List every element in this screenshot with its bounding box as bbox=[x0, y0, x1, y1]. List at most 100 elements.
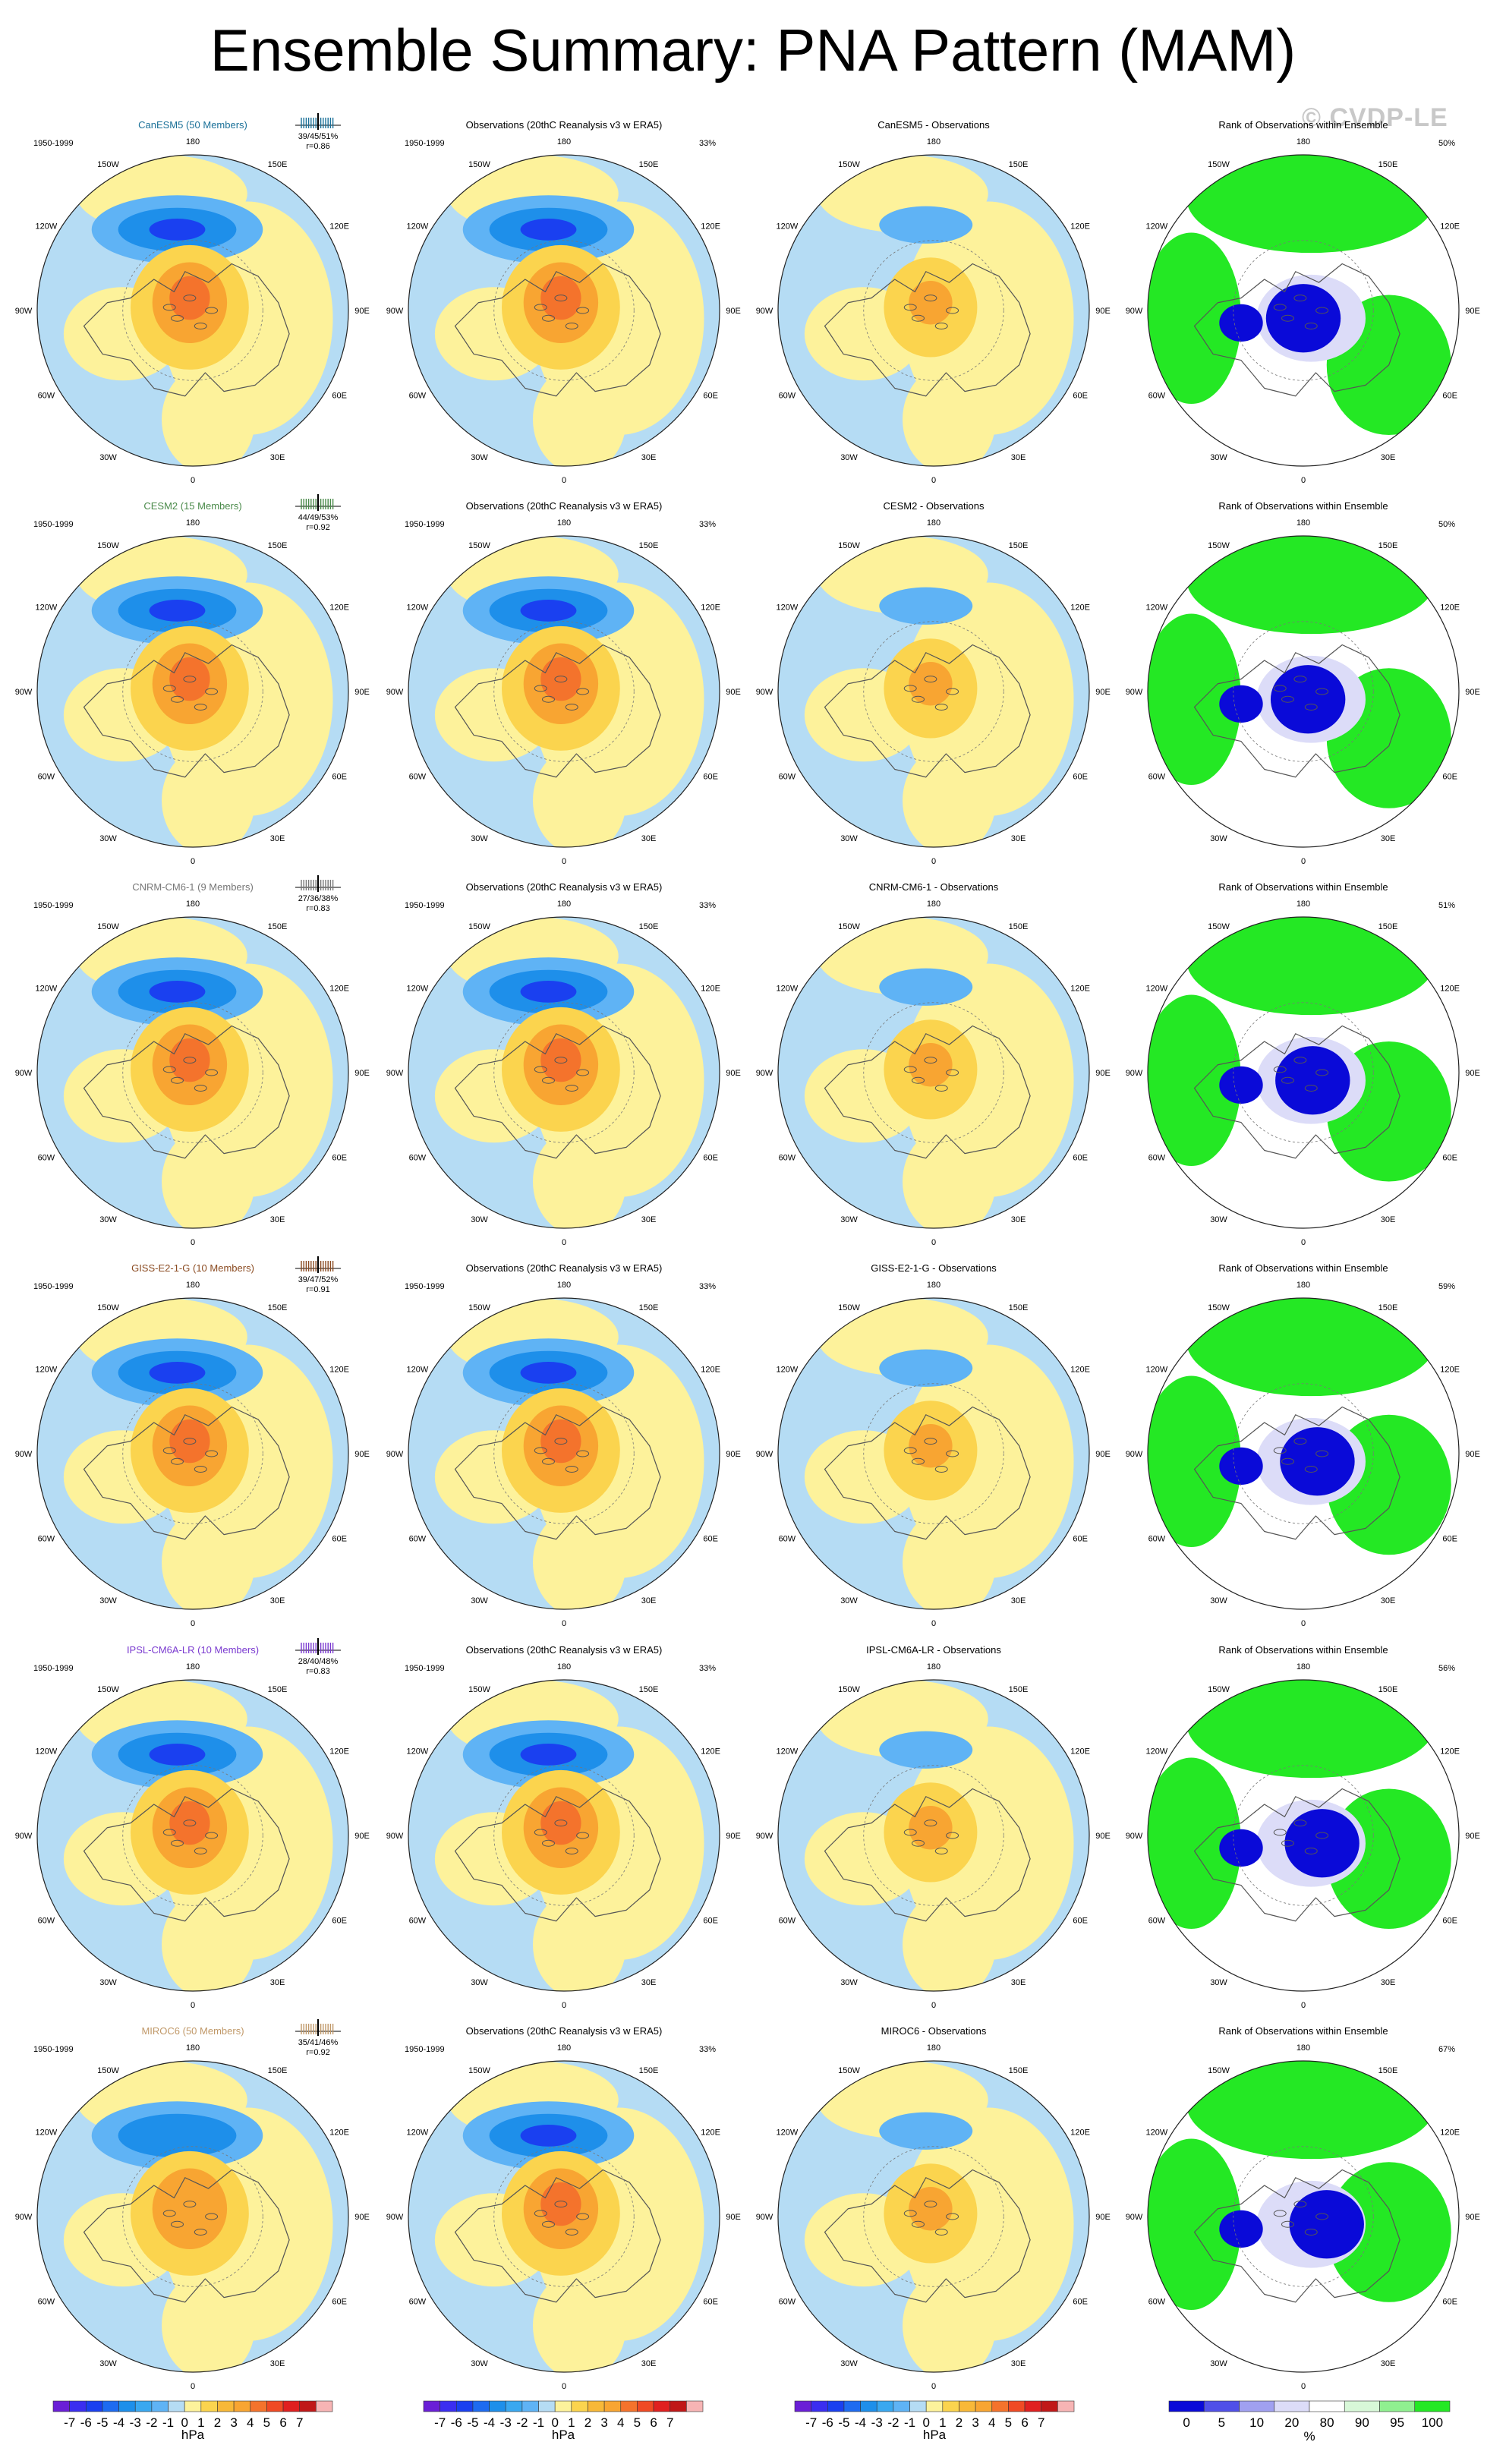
lon-label: 60E bbox=[332, 1535, 347, 1544]
colorbar-tick: -5 bbox=[467, 2415, 478, 2430]
colorbar-tick: 10 bbox=[1249, 2415, 1264, 2430]
colorbar-swatch bbox=[686, 2400, 704, 2412]
lon-label: 180 bbox=[1296, 1281, 1310, 1290]
lon-label: 90E bbox=[726, 1450, 741, 1459]
map-border bbox=[408, 1297, 720, 1610]
colorbar-tick: -4 bbox=[113, 2415, 124, 2430]
positive-centre bbox=[909, 1043, 953, 1087]
pattern-stats: 44/49/53% bbox=[298, 513, 339, 522]
lon-label: 150E bbox=[268, 922, 288, 931]
colorbar-tick: 4 bbox=[988, 2415, 995, 2430]
pattern-correlation: r=0.83 bbox=[306, 1667, 330, 1676]
island-outline bbox=[194, 2229, 207, 2236]
lon-label: 0 bbox=[1301, 476, 1306, 485]
lon-label: 60W bbox=[38, 1535, 55, 1544]
lon-label: 30W bbox=[471, 834, 488, 843]
positive-region bbox=[903, 1508, 996, 1609]
island-outline bbox=[903, 685, 917, 692]
lon-label: 150E bbox=[268, 1303, 288, 1312]
island-outline bbox=[554, 1057, 568, 1064]
map-field bbox=[408, 1680, 720, 1991]
lon-label: 30W bbox=[1210, 1215, 1227, 1224]
colorbar-tick: -2 bbox=[516, 2415, 528, 2430]
coastline bbox=[454, 2169, 661, 2303]
lon-label: 120E bbox=[1440, 2128, 1460, 2138]
positive-region bbox=[903, 1889, 996, 1991]
lon-label: 150E bbox=[1378, 160, 1398, 169]
lon-label: 90E bbox=[1465, 1450, 1480, 1459]
lon-label: 120E bbox=[1440, 1747, 1460, 1757]
map-field bbox=[778, 1680, 1089, 1991]
rank-percent: 67% bbox=[1438, 2045, 1455, 2054]
lon-label: 180 bbox=[1296, 518, 1310, 528]
latitude-circle bbox=[493, 1002, 635, 1143]
colorbar-tick: 3 bbox=[230, 2415, 237, 2430]
colorbar-tick: -7 bbox=[434, 2415, 446, 2430]
positive-core bbox=[540, 2182, 581, 2226]
colorbar-tick: -7 bbox=[805, 2415, 817, 2430]
pattern-correlation: r=0.92 bbox=[306, 523, 330, 532]
lon-label: 60E bbox=[1442, 1154, 1457, 1163]
colorbar-tick: 4 bbox=[617, 2415, 624, 2430]
map-field bbox=[778, 1298, 1089, 1609]
coastline bbox=[1193, 263, 1400, 397]
lon-label: 150W bbox=[468, 922, 490, 931]
rank-panel: Rank of Observations within Ensemble 50% 1… bbox=[1126, 500, 1480, 866]
lon-label: 0 bbox=[562, 1238, 566, 1247]
map-field bbox=[408, 1298, 720, 1609]
coastline bbox=[454, 263, 661, 397]
lon-label: 30W bbox=[1210, 1596, 1227, 1605]
map-border bbox=[1147, 2060, 1460, 2373]
lon-label: 120E bbox=[1440, 603, 1460, 613]
lon-label: 180 bbox=[1296, 2043, 1310, 2053]
island-outline bbox=[1304, 1085, 1318, 1092]
map-field bbox=[37, 1680, 348, 1991]
negative-core bbox=[149, 219, 206, 241]
model-panel: GISS-E2-1-G (10 Members) 1950-1999 39/47/5… bbox=[15, 1256, 370, 1628]
lon-label: 120W bbox=[777, 222, 799, 232]
colorbar-tick: 1 bbox=[568, 2415, 575, 2430]
island-outline bbox=[542, 1076, 555, 1084]
latitude-circle bbox=[1233, 1383, 1374, 1524]
lon-label: 30W bbox=[840, 1215, 858, 1224]
negative-centre bbox=[879, 1349, 973, 1387]
obs-title: Observations (20thC Reanalysis v3 w ERA5… bbox=[466, 119, 663, 131]
colorbar-swatch bbox=[1274, 2400, 1310, 2412]
lon-label: 150E bbox=[1378, 541, 1398, 550]
hpa-colorbar: -7 -6 -5 -4 -3 -2 -1 0 1 2 3 4 5 6 7 hPa bbox=[423, 2400, 704, 2442]
lon-label: 150E bbox=[1378, 1685, 1398, 1694]
map-border bbox=[1147, 1679, 1460, 1992]
lon-label: 150E bbox=[639, 160, 659, 169]
island-outline bbox=[576, 1832, 590, 1839]
lon-label: 90E bbox=[1095, 1450, 1111, 1459]
latitude-circle bbox=[1233, 1765, 1374, 1906]
negative-core bbox=[520, 1362, 577, 1384]
lon-label: 0 bbox=[1301, 2382, 1306, 2391]
lon-label: 30E bbox=[1011, 1215, 1026, 1224]
latitude-circle bbox=[863, 2146, 1004, 2287]
colorbar-swatch bbox=[52, 2400, 70, 2412]
lon-label: 180 bbox=[557, 137, 571, 147]
lon-label: 150W bbox=[838, 541, 860, 550]
lon-label: 30E bbox=[270, 1978, 285, 1987]
lon-label: 150E bbox=[639, 541, 659, 550]
island-outline bbox=[171, 695, 184, 703]
colorbar-swatch bbox=[200, 2400, 218, 2412]
positive-core bbox=[169, 1801, 210, 1845]
lon-label: 30W bbox=[1210, 834, 1227, 843]
lon-label: 120E bbox=[1440, 222, 1460, 232]
colorbar-swatch bbox=[440, 2400, 457, 2412]
lon-label: 60W bbox=[1148, 1917, 1166, 1926]
lon-label: 90E bbox=[1095, 688, 1111, 697]
lon-label: 120W bbox=[777, 2128, 799, 2138]
colorbar-swatch bbox=[1309, 2400, 1345, 2412]
rank-title: Rank of Observations within Ensemble bbox=[1218, 2025, 1388, 2037]
lon-label: 0 bbox=[191, 2001, 195, 2010]
lon-label: 150E bbox=[639, 1685, 659, 1694]
map-field bbox=[1148, 1680, 1459, 1991]
lon-label: 30E bbox=[1381, 1596, 1396, 1605]
lon-label: 150E bbox=[1009, 1303, 1029, 1312]
colorbar-swatch bbox=[637, 2400, 654, 2412]
lon-label: 90E bbox=[726, 2213, 741, 2222]
lon-label: 30W bbox=[1210, 453, 1227, 462]
